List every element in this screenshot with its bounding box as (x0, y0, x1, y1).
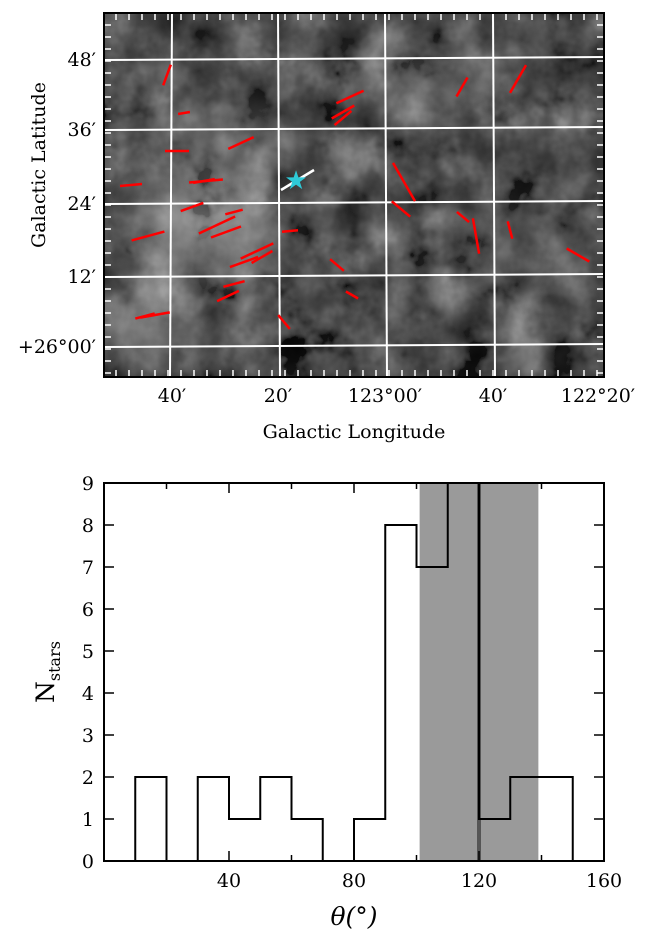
polarization-vector (456, 210, 470, 224)
histogram-y-tick-label: 0 (82, 851, 94, 873)
polarization-vector (455, 76, 469, 98)
histogram-y-tick-label: 9 (82, 473, 94, 495)
map-y-tick-label: 36′ (68, 119, 97, 141)
map-x-tick-label: 123°00′ (348, 385, 422, 407)
histogram-y-tick-labels: 0 1 2 3 4 5 6 7 8 9 (82, 473, 94, 873)
map-panel: ★ 40′ 20′ 123°00′ 40′ 122°20′ 48′ 36′ 24′ 12′ +2… (18, 12, 635, 443)
polarization-vector (331, 104, 355, 120)
histogram-x-tick-label: 160 (586, 870, 622, 892)
map-x-axis-label: Galactic Longitude (263, 421, 446, 443)
polarization-vector (333, 109, 353, 127)
map-y-axis-label: Galactic Latitude (28, 82, 50, 248)
histogram-x-tick-label: 80 (342, 870, 366, 892)
map-y-tick-label: 48′ (68, 49, 97, 71)
polarization-vector (329, 258, 345, 272)
map-x-tick-label: 40′ (158, 385, 187, 407)
source-star-icon: ★ (284, 166, 307, 196)
map-grid-parallel (104, 126, 604, 131)
map-grid-meridian (492, 13, 496, 377)
polarization-vector (119, 182, 143, 188)
histogram-y-tick-label: 8 (82, 515, 94, 537)
polarization-vector (229, 255, 259, 269)
polarization-vector (134, 312, 156, 320)
histogram-x-axis-label: θ(°) (330, 902, 377, 931)
histogram-y-axis-label-main: N (31, 681, 60, 703)
map-y-tick-label: +26°00′ (18, 336, 96, 358)
polarization-vector (281, 229, 299, 233)
source-marker: ★ (280, 166, 315, 196)
polarization-vector (391, 162, 417, 202)
histogram-y-tick-label: 6 (82, 599, 94, 621)
polarization-vector (506, 220, 514, 240)
polarization-vector (240, 242, 274, 260)
polarization-vector (198, 215, 236, 235)
polarization-vector (180, 201, 204, 213)
map-y-tick-label: 24′ (68, 193, 97, 215)
map-grid-parallel (104, 273, 604, 278)
source-polarization-vector (280, 168, 315, 192)
histogram-y-axis-label: Nstars (31, 641, 64, 703)
polarization-vector (162, 64, 172, 86)
histogram-y-tick-label: 2 (82, 767, 94, 789)
polarization-vector (471, 218, 481, 254)
histogram-y-tick-label: 1 (82, 809, 94, 831)
map-y-tick-labels: 48′ 36′ 24′ 12′ +26°00′ (18, 49, 96, 358)
polarization-vector (223, 279, 245, 289)
histogram-frame (103, 482, 605, 862)
histogram-y-tick-label: 7 (82, 557, 94, 579)
polarization-vectors (119, 64, 590, 330)
histogram-y-axis-label-sub: stars (45, 641, 64, 681)
histogram-panel: 40 80 120 160 0 1 2 3 4 5 6 7 8 9 θ(°) Nstars (31, 473, 622, 931)
polarization-vector (345, 290, 359, 300)
histogram-y-tick-label: 5 (82, 641, 94, 663)
polarization-vector (177, 110, 191, 116)
polarization-vector (131, 230, 165, 242)
map-x-tick-label: 20′ (264, 385, 293, 407)
map-y-tick-label: 12′ (68, 266, 97, 288)
polarization-vector (335, 89, 365, 105)
polarization-vector (508, 64, 528, 94)
histogram-x-tick-labels: 40 80 120 160 (217, 870, 622, 892)
polarization-vector (210, 225, 242, 239)
map-grid-parallel (104, 56, 604, 61)
histogram-x-tick-label: 40 (217, 870, 241, 892)
polarization-vector (390, 200, 412, 218)
map-x-tick-labels: 40′ 20′ 123°00′ 40′ 122°20′ (158, 385, 635, 407)
map-grid-meridian (384, 13, 388, 377)
map-ticks (104, 13, 604, 377)
polarization-vector (277, 314, 291, 330)
map-x-tick-label: 122°20′ (561, 385, 635, 407)
dust-emission-image (104, 13, 604, 377)
polarization-vector (250, 249, 274, 265)
histogram-x-tick-label: 120 (461, 870, 497, 892)
polarization-vector (227, 135, 255, 151)
polarization-vector (216, 289, 240, 303)
map-grid-parallel (104, 343, 604, 348)
map-x-tick-label: 40′ (479, 385, 508, 407)
histogram-y-tick-label: 3 (82, 725, 94, 747)
map-frame (103, 12, 605, 378)
map-grid-parallel (104, 200, 604, 205)
polarization-vector (224, 208, 244, 216)
histogram-y-tick-label: 4 (82, 683, 94, 705)
map-grid-meridian (169, 13, 173, 377)
polarization-vector (188, 178, 224, 184)
polarization-vector (566, 247, 590, 263)
